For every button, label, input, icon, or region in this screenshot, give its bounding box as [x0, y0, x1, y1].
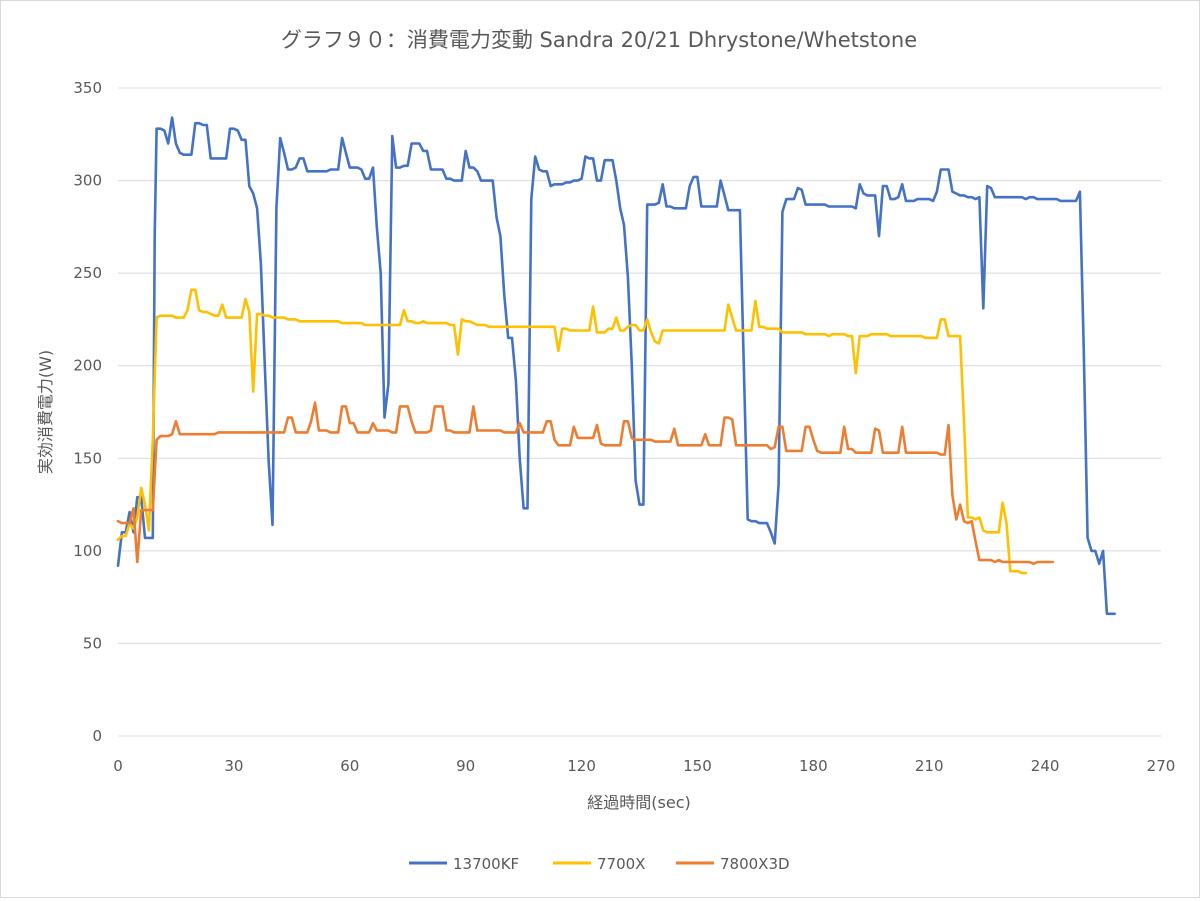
x-tick-label: 240 [1031, 757, 1060, 775]
series-line-7700x [116, 288, 1028, 575]
y-tick-label: 150 [73, 449, 102, 467]
x-tick-label: 210 [915, 757, 944, 775]
y-axis-label: 実効消費電力(W) [36, 350, 55, 474]
x-tick-label: 60 [340, 757, 359, 775]
chart-title: グラフ９０：消費電力変動 Sandra 20/21 Dhrystone/Whet… [281, 28, 917, 52]
x-tick-label: 0 [113, 757, 123, 775]
series-line-7800x3d [116, 401, 1055, 566]
y-tick-label: 50 [83, 634, 102, 652]
x-tick-label: 120 [567, 757, 596, 775]
legend-label: 7700X [597, 855, 645, 873]
x-tick-label: 90 [456, 757, 475, 775]
y-tick-label: 250 [73, 264, 102, 282]
y-tick-label: 350 [73, 79, 102, 97]
series-line-13700kf [116, 116, 1116, 616]
x-tick-label: 150 [683, 757, 712, 775]
y-tick-label: 100 [73, 542, 102, 560]
y-tick-label: 0 [92, 727, 102, 745]
x-tick-label: 270 [1147, 757, 1176, 775]
legend-label: 13700KF [453, 855, 519, 873]
legend-label: 7800X3D [720, 855, 790, 873]
x-tick-label: 180 [799, 757, 828, 775]
y-tick-label: 200 [73, 357, 102, 375]
y-tick-label: 300 [73, 172, 102, 190]
x-tick-label: 30 [224, 757, 243, 775]
x-axis-label: 経過時間(sec) [587, 793, 690, 812]
